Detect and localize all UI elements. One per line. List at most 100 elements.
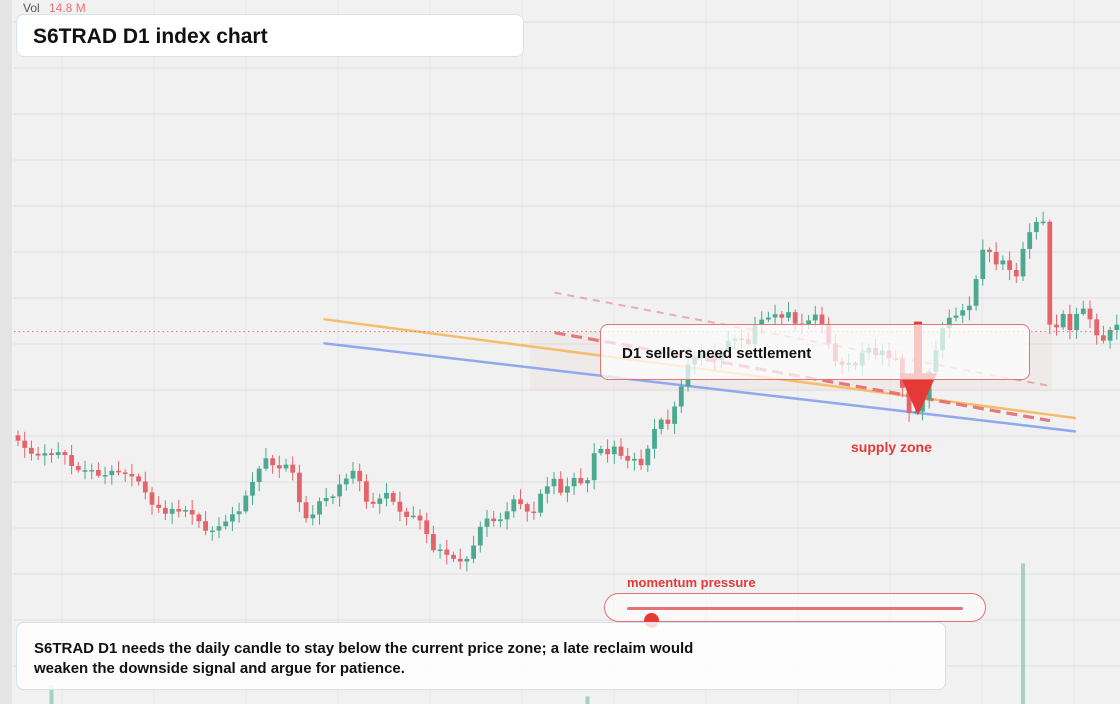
candle	[611, 440, 617, 464]
candle-body	[524, 504, 530, 512]
candle-body	[444, 549, 450, 555]
candle-body	[806, 320, 811, 325]
candle	[973, 275, 979, 311]
candle-body	[303, 502, 309, 519]
candle-body	[451, 554, 456, 559]
candle-body	[812, 314, 818, 321]
candle-body	[1007, 260, 1012, 270]
candle-body	[223, 521, 229, 527]
candle	[256, 466, 262, 492]
candle-body	[116, 470, 121, 473]
candle	[209, 526, 215, 541]
candle	[250, 472, 255, 505]
candle	[189, 499, 195, 525]
candle	[370, 492, 376, 509]
candle-body	[571, 478, 577, 487]
candle-body	[357, 470, 363, 482]
momentum-slider[interactable]	[604, 593, 986, 628]
candle-body	[906, 387, 912, 413]
candle	[672, 401, 677, 434]
candle-body	[377, 498, 383, 504]
candle-body	[491, 518, 497, 522]
candle	[1013, 262, 1019, 284]
candle-body	[343, 478, 349, 485]
candle-body	[270, 458, 275, 466]
candle-body	[1094, 319, 1100, 336]
candle-body	[370, 501, 376, 504]
candle-body	[993, 252, 999, 265]
candle-body	[163, 507, 168, 514]
candle	[632, 452, 637, 471]
candle	[35, 446, 41, 461]
candle	[42, 444, 48, 466]
candle-body	[49, 453, 54, 456]
candle-body	[973, 279, 979, 306]
candle-body	[1034, 221, 1039, 233]
candle-body	[1101, 335, 1106, 341]
candle-body	[658, 419, 664, 429]
candle-body	[605, 448, 610, 455]
candle	[69, 444, 74, 475]
candle-body	[96, 470, 101, 476]
candle-body	[417, 515, 423, 521]
candle	[82, 460, 88, 480]
candle-body	[678, 386, 684, 407]
candle-body	[1114, 324, 1120, 330]
candle	[1094, 313, 1100, 345]
candle-body	[337, 484, 342, 497]
candle-body	[531, 511, 537, 514]
candle	[980, 239, 986, 286]
supply-zone-label: supply zone	[851, 439, 932, 455]
candle-body	[196, 514, 202, 522]
candle	[652, 418, 657, 459]
page-title: S6TRAD D1 index chart	[33, 25, 268, 48]
candle-body	[149, 492, 155, 505]
candle-body	[55, 452, 61, 456]
candle-body	[953, 315, 959, 318]
candle	[591, 443, 597, 490]
candle-body	[987, 249, 992, 253]
candle	[551, 472, 557, 495]
candle	[377, 493, 383, 514]
candle-body	[263, 458, 269, 469]
candle-body	[230, 514, 235, 522]
candle-body	[243, 495, 249, 512]
candle	[330, 494, 336, 505]
commentary-card: S6TRAD D1 needs the daily candle to stay…	[16, 622, 946, 690]
candle-body	[404, 511, 409, 517]
candle-body	[1020, 248, 1026, 277]
candle-body	[203, 521, 208, 531]
candle	[276, 455, 282, 478]
candle	[75, 462, 81, 473]
candle	[1107, 326, 1113, 349]
candle-body	[585, 480, 590, 484]
candle	[364, 474, 369, 509]
candle-body	[464, 558, 470, 562]
candle-body	[364, 481, 369, 502]
candle-body	[645, 448, 651, 466]
candle-body	[618, 446, 624, 456]
candle-body	[410, 515, 416, 518]
candle	[1114, 314, 1120, 340]
candle	[109, 465, 115, 485]
candle-body	[1074, 313, 1079, 330]
candle-body	[632, 458, 637, 461]
candle-body	[176, 508, 182, 512]
candle	[96, 462, 101, 478]
candle	[163, 500, 168, 521]
candle-body	[129, 474, 135, 477]
candle	[658, 417, 664, 435]
candle	[491, 510, 497, 527]
candle-body	[504, 511, 510, 520]
candle	[116, 461, 121, 476]
candle-body	[544, 486, 550, 494]
candle	[518, 489, 523, 510]
candle	[122, 469, 128, 482]
arrow-head	[899, 373, 937, 416]
candle-body	[665, 419, 671, 424]
candle	[390, 490, 396, 505]
candle	[504, 502, 510, 530]
candle	[578, 468, 584, 486]
candle-body	[1060, 313, 1066, 328]
